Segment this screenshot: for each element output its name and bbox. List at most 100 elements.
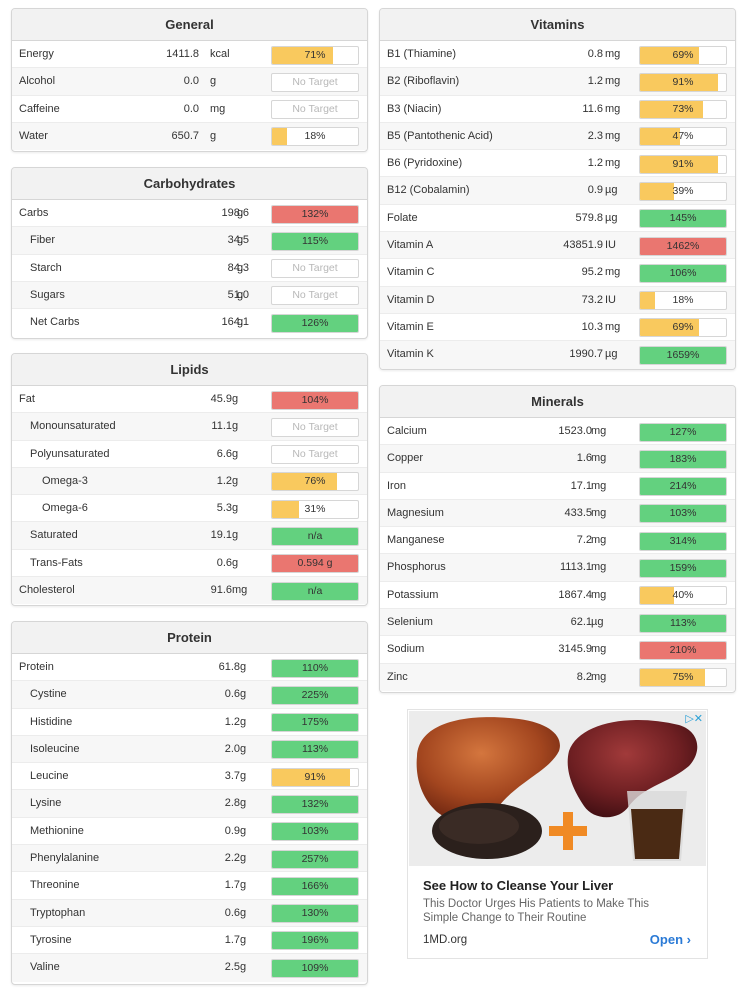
- nutrient-row[interactable]: Tryptophan 0.6 g 130%: [12, 899, 367, 927]
- nutrient-amount: 11.1: [211, 420, 232, 433]
- nutrient-row[interactable]: Sugars 51.0 g No Target: [12, 281, 367, 310]
- nutrient-name: Net Carbs: [30, 316, 80, 329]
- nutrient-amount: 45.9: [210, 393, 232, 405]
- nutrient-row[interactable]: Leucine 3.7 g 91%: [12, 763, 367, 791]
- nutrient-row[interactable]: Iron 17.1 mg 214%: [380, 473, 735, 500]
- nutrient-row[interactable]: Starch 84.3 g No Target: [12, 255, 367, 282]
- nutrient-row[interactable]: Cholesterol 91.6 mg n/a: [12, 577, 367, 605]
- nutrient-row[interactable]: Folate 579.8 µg 145%: [380, 205, 735, 233]
- nutrient-unit: g: [237, 288, 244, 301]
- nutrient-row[interactable]: Alcohol 0.0 g No Target: [12, 68, 367, 96]
- progress-fill: [272, 391, 358, 409]
- ad-image[interactable]: ▷✕: [409, 711, 706, 866]
- lipids-panel: Lipids Fat 45.9 g 104% Monounsaturated 11.1 g N…: [11, 353, 368, 606]
- nutrient-row[interactable]: Magnesium 433.5 mg 103%: [380, 499, 735, 528]
- nutrient-row[interactable]: Zinc 8.2 mg 75%: [380, 663, 735, 691]
- target-progress-bar: 91%: [271, 767, 359, 787]
- advertisement[interactable]: ▷✕ See How to Cleanse Your Liver This Do…: [407, 709, 708, 959]
- nutrient-unit: g: [232, 420, 239, 433]
- target-percent: No Target: [292, 75, 338, 88]
- ad-title[interactable]: See How to Cleanse Your Liver: [423, 878, 614, 893]
- nutrient-unit: µg: [591, 616, 604, 629]
- nutrient-row[interactable]: B6 (Pyridoxine) 1.2 mg 91%: [380, 150, 735, 178]
- nutrient-row[interactable]: Valine 2.5 g 109%: [12, 954, 367, 982]
- nutrient-row[interactable]: Selenium 62.1 µg 113%: [380, 609, 735, 637]
- nutrient-row[interactable]: B1 (Thiamine) 0.8 mg 69%: [380, 41, 735, 69]
- progress-fill: [640, 587, 675, 605]
- progress-fill: [272, 932, 358, 950]
- nutrient-row[interactable]: Net Carbs 164.1 g 126%: [12, 309, 367, 336]
- nutrient-amount: 1.2: [587, 157, 603, 170]
- nutrient-name: Omega-6: [42, 502, 88, 515]
- nutrient-row[interactable]: Carbs 198.6 g 132%: [12, 200, 367, 228]
- nutrient-row[interactable]: Manganese 7.2 mg 314%: [380, 527, 735, 555]
- nutrient-row[interactable]: Omega-3 1.2 g 76%: [12, 467, 367, 496]
- nutrient-row[interactable]: Monounsaturated 11.1 g No Target: [12, 413, 367, 441]
- ad-domain[interactable]: 1MD.org: [423, 934, 468, 946]
- nutrient-row[interactable]: Lysine 2.8 g 132%: [12, 790, 367, 818]
- nutrient-unit: g: [237, 234, 244, 247]
- nutrient-row[interactable]: Tyrosine 1.7 g 196%: [12, 927, 367, 955]
- nutrient-row[interactable]: B5 (Pantothenic Acid) 2.3 mg 47%: [380, 122, 735, 151]
- nutrient-row[interactable]: Sodium 3145.9 mg 210%: [380, 636, 735, 664]
- nutrient-row[interactable]: Cystine 0.6 g 225%: [12, 681, 367, 709]
- nutrient-row[interactable]: Vitamin C 95.2 mg 106%: [380, 259, 735, 287]
- target-progress-bar: 126%: [271, 313, 359, 333]
- target-progress-bar: 91%: [639, 72, 727, 92]
- target-progress-bar: 225%: [271, 685, 359, 705]
- progress-fill: [640, 450, 726, 468]
- nutrient-name: Protein: [19, 661, 54, 673]
- nutrient-name: Saturated: [30, 529, 78, 542]
- nutrient-row[interactable]: Histidine 1.2 g 175%: [12, 709, 367, 736]
- nutrient-row[interactable]: Vitamin K 1990.7 µg 1659%: [380, 341, 735, 369]
- nutrient-unit: mg: [232, 584, 248, 597]
- target-progress-bar: 39%: [639, 181, 727, 201]
- nutrient-row[interactable]: Protein 61.8 g 110%: [12, 654, 367, 682]
- nutrient-name: Cholesterol: [19, 584, 75, 597]
- progress-fill: [640, 237, 726, 255]
- nutrient-amount: 0.0: [183, 102, 199, 115]
- nutrient-row[interactable]: Phosphorus 1113.1 mg 159%: [380, 554, 735, 582]
- nutrient-unit: mg: [605, 75, 621, 88]
- nutrient-row[interactable]: Fiber 34.5 g 115%: [12, 227, 367, 255]
- protein-title: Protein: [12, 622, 367, 654]
- nutrient-row[interactable]: Energy 1411.8 kcal 71%: [12, 41, 367, 69]
- target-percent: 73%: [672, 103, 694, 116]
- nutrient-row[interactable]: Saturated 19.1 g n/a: [12, 522, 367, 550]
- ad-description[interactable]: This Doctor Urges His Patients to Make T…: [423, 898, 650, 924]
- nutrient-row[interactable]: Vitamin A 43851.9 IU 1462%: [380, 232, 735, 260]
- nutrient-amount: 91.6: [210, 584, 232, 597]
- nutrient-row[interactable]: Calcium 1523.0 mg 127%: [380, 418, 735, 446]
- nutrient-row[interactable]: Water 650.7 g 18%: [12, 122, 367, 151]
- nutrient-row[interactable]: Caffeine 0.0 mg No Target: [12, 96, 367, 123]
- nutrient-row[interactable]: Phenylalanine 2.2 g 257%: [12, 845, 367, 873]
- nutrient-amount: 2.2: [224, 852, 240, 865]
- nutrient-unit: g: [240, 933, 247, 946]
- nutrient-row[interactable]: Fat 45.9 g 104%: [12, 386, 367, 414]
- nutrient-unit: g: [210, 129, 217, 142]
- nutrient-row[interactable]: Omega-6 5.3 g 31%: [12, 495, 367, 523]
- ad-open-button[interactable]: Open ›: [650, 932, 691, 947]
- nutrient-row[interactable]: B2 (Riboflavin) 1.2 mg 91%: [380, 68, 735, 96]
- general-panel: General Energy 1411.8 kcal 71% Alcohol 0.0 g No…: [11, 8, 368, 152]
- nutrient-row[interactable]: Vitamin E 10.3 mg 69%: [380, 314, 735, 342]
- nutrient-row[interactable]: B3 (Niacin) 11.6 mg 73%: [380, 96, 735, 123]
- nutrient-unit: mg: [210, 102, 226, 115]
- nutrient-row[interactable]: Vitamin D 73.2 IU 18%: [380, 286, 735, 314]
- nutrient-row[interactable]: B12 (Cobalamin) 0.9 µg 39%: [380, 177, 735, 205]
- nutrient-row[interactable]: Threonine 1.7 g 166%: [12, 872, 367, 900]
- nutrient-row[interactable]: Methionine 0.9 g 103%: [12, 818, 367, 846]
- nutrient-row[interactable]: Isoleucine 2.0 g 113%: [12, 735, 367, 764]
- nutrient-row[interactable]: Trans-Fats 0.6 g 0.594 g: [12, 550, 367, 578]
- nutrient-unit: mg: [605, 320, 621, 333]
- nutrient-row[interactable]: Polyunsaturated 6.6 g No Target: [12, 441, 367, 468]
- protein-panel: Protein Protein 61.8 g 110% Cystine 0.6 g 225% H…: [11, 621, 368, 985]
- nutrient-name: Vitamin C: [387, 266, 435, 279]
- target-progress-bar: 127%: [639, 422, 727, 442]
- nutrient-amount: 164.1: [221, 316, 249, 329]
- target-percent: 110%: [301, 661, 329, 674]
- nutrient-unit: mg: [591, 588, 607, 601]
- adchoices-icon[interactable]: ▷✕: [685, 713, 703, 725]
- nutrient-row[interactable]: Potassium 1867.4 mg 40%: [380, 582, 735, 610]
- nutrient-row[interactable]: Copper 1.6 mg 183%: [380, 445, 735, 473]
